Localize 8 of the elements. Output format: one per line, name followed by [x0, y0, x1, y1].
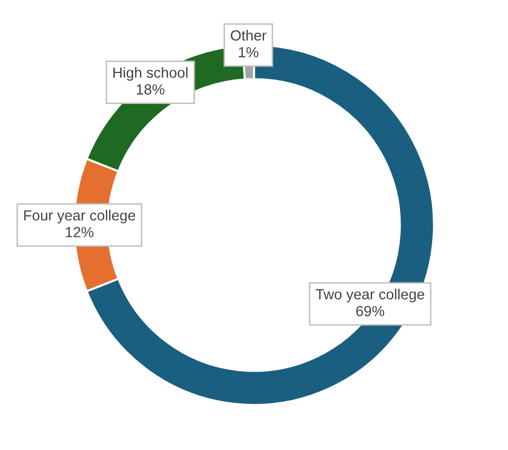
data-label: 12% [66, 226, 94, 238]
data-label: 69% [356, 306, 384, 316]
slice-label: Other [230, 30, 266, 41]
slice-label: Two year college [316, 288, 424, 302]
data-label: 18% [136, 84, 164, 95]
slice-label: High school [113, 67, 188, 81]
data-label: 1% [238, 47, 258, 58]
slice-label: Four year college [24, 210, 136, 224]
